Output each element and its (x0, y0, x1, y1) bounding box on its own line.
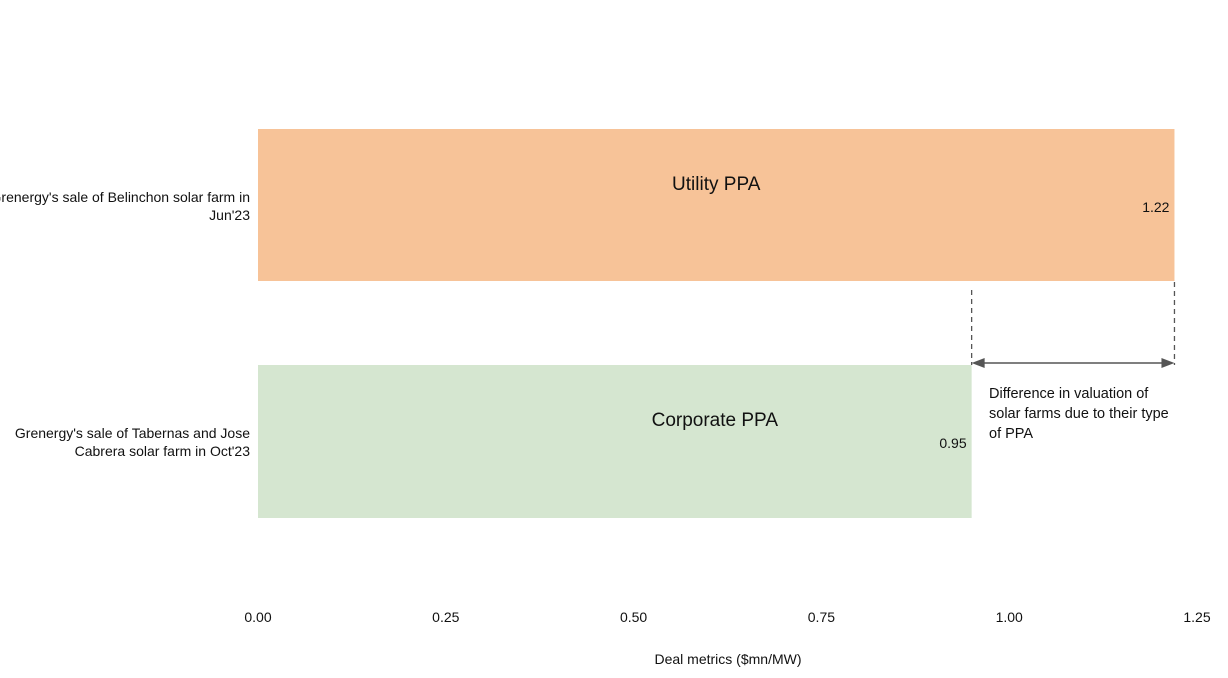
annotation-text: Difference in valuation of solar farms d… (989, 386, 1169, 442)
bar (258, 365, 972, 518)
value-label: 0.95 (939, 435, 966, 451)
x-axis-label: Deal metrics ($mn/MW) (654, 651, 802, 667)
x-tick-label: 0.00 (244, 609, 271, 625)
x-tick-label: 0.75 (808, 609, 835, 625)
bar-category-label: Utility PPA (672, 174, 761, 195)
bar (258, 129, 1175, 281)
category-label: Grenergy's sale of Tabernas and Jose Cab… (14, 425, 250, 459)
x-tick-label: 1.00 (996, 609, 1023, 625)
category-label: Grenergy's sale of Belinchon solar farm … (0, 189, 250, 223)
x-tick-label: 0.50 (620, 609, 647, 625)
arrow-head-right-icon (1161, 358, 1175, 368)
x-tick-label: 0.25 (432, 609, 459, 625)
value-label: 1.22 (1142, 199, 1169, 215)
x-tick-label: 1.25 (1183, 609, 1210, 625)
bar-category-label: Corporate PPA (652, 410, 779, 431)
arrow-head-left-icon (971, 358, 985, 368)
